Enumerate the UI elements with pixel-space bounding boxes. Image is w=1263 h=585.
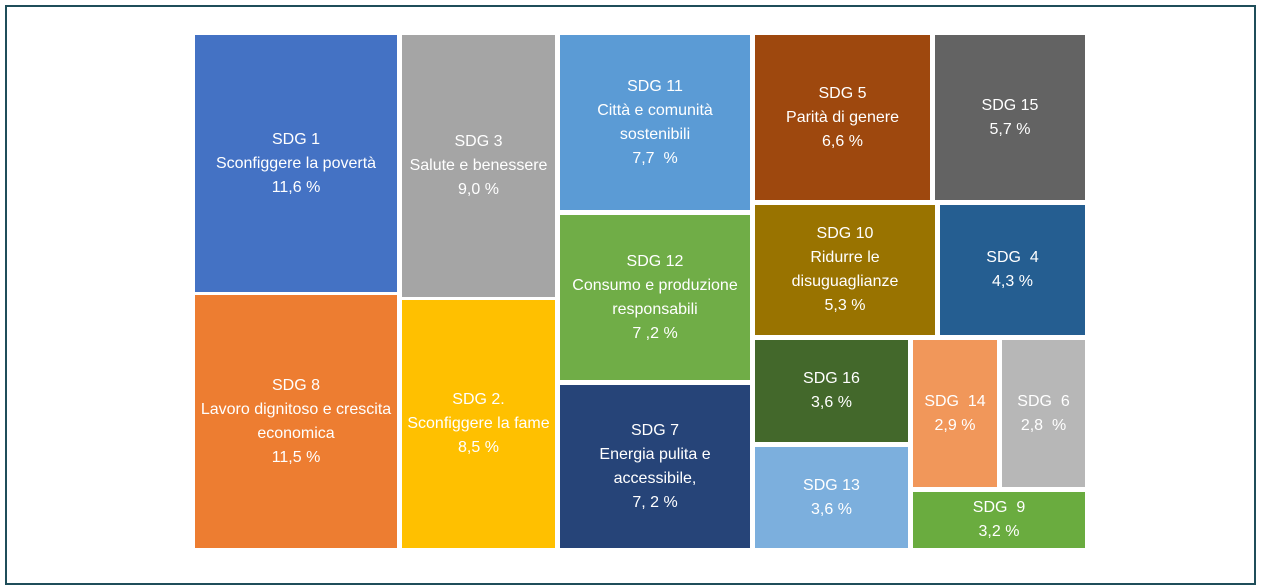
tile: SDG 5 Parità di genere 6,6 % — [755, 35, 930, 200]
tile-name: SDG 4 — [986, 249, 1039, 266]
tile-description: Sconfiggere la fame — [407, 415, 550, 432]
tile: SDG 15 5,7 % — [935, 35, 1085, 200]
tile-value: 2,8 % — [1020, 416, 1067, 434]
tile-description: Consumo e produzione responsabili — [572, 276, 743, 318]
tile-description: Sconfiggere la povertà — [215, 154, 377, 172]
tile-value: 7 ,2 % — [632, 324, 678, 342]
tile-name: SDG 2. — [452, 391, 505, 408]
tile-name: SDG 14 — [924, 392, 986, 410]
tile-name: SDG 15 — [981, 96, 1039, 114]
tile: SDG 12 Consumo e produzione responsabili 7… — [560, 215, 750, 380]
tile-description: Parità di genere — [786, 108, 899, 126]
tile-description: Città e comunità sostenibili — [597, 101, 718, 143]
tile-value: 5,3 % — [824, 297, 866, 314]
tile: SDG 13 3,6 % — [755, 447, 908, 548]
tile-value: 11,5 % — [271, 448, 321, 466]
tile-value: 3,2 % — [978, 523, 1020, 540]
tile-name: SDG 3 — [454, 133, 503, 150]
tile-description: Ridurre le disuguaglianze — [791, 249, 899, 290]
tile-name: SDG 8 — [271, 376, 320, 394]
tile-description: Lavoro dignitoso e crescita economica — [200, 400, 396, 442]
tile-value: 11,6 % — [271, 178, 321, 196]
tile-value: 8,5 % — [458, 439, 499, 456]
tile-name: SDG 10 — [816, 225, 874, 242]
tile-description: Energia pulita e accessibile, — [599, 445, 716, 487]
tile-value: 2,9 % — [934, 416, 976, 434]
tile-value: 6,6 % — [822, 132, 863, 150]
tile-name: SDG 13 — [803, 476, 860, 494]
treemap: SDG 1 Sconfiggere la povertà 11,6 % SDG 8 La… — [195, 35, 1085, 548]
tile-name: SDG 5 — [818, 84, 867, 102]
tile-name: SDG 1 — [271, 130, 320, 148]
tile-name: SDG 7 — [630, 421, 679, 439]
tile-name: SDG 6 — [1017, 392, 1070, 410]
tile-value: 9,0 % — [458, 181, 499, 198]
tile-value: 3,6 % — [811, 500, 852, 518]
tile-name: SDG 16 — [803, 370, 860, 387]
tile-description: Salute e benessere — [409, 157, 548, 174]
tile-name: SDG 12 — [626, 252, 684, 270]
tile: SDG 14 2,9 % — [913, 340, 997, 487]
tile-value: 7,7 % — [632, 149, 678, 167]
tile-name: SDG 9 — [972, 499, 1026, 516]
tile: SDG 16 3,6 % — [755, 340, 908, 442]
tile: SDG 11 Città e comunità sostenibili 7,7 % — [560, 35, 750, 210]
tile: SDG 3 Salute e benessere 9,0 % — [402, 35, 555, 297]
tile: SDG 6 2,8 % — [1002, 340, 1085, 487]
tile: SDG 7 Energia pulita e accessibile, 7, 2 % — [560, 385, 750, 548]
tile-value: 3,6 % — [811, 394, 852, 411]
tile-value: 5,7 % — [989, 120, 1031, 138]
tile: SDG 1 Sconfiggere la povertà 11,6 % — [195, 35, 397, 292]
tile: SDG 4 4,3 % — [940, 205, 1085, 335]
tile-name: SDG 11 — [627, 77, 683, 95]
tile-value: 4,3 % — [992, 273, 1033, 290]
tile: SDG 2. Sconfiggere la fame 8,5 % — [402, 300, 555, 548]
tile: SDG 9 3,2 % — [913, 492, 1085, 548]
tile: SDG 10 Ridurre le disuguaglianze 5,3 % — [755, 205, 935, 335]
tile-value: 7, 2 % — [632, 493, 678, 511]
tile: SDG 8 Lavoro dignitoso e crescita economi… — [195, 295, 397, 548]
